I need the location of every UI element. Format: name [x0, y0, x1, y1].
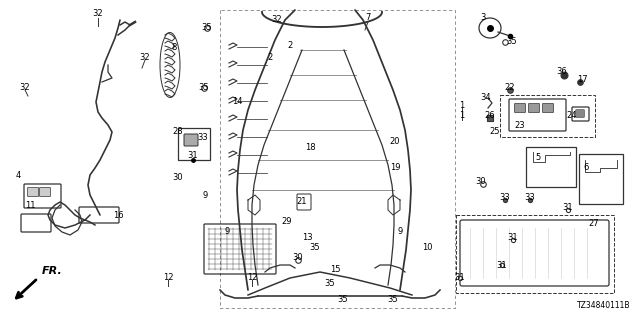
- Text: 9: 9: [397, 228, 403, 236]
- Text: 30: 30: [476, 178, 486, 187]
- FancyBboxPatch shape: [576, 110, 584, 117]
- Text: 6: 6: [583, 164, 589, 172]
- Text: 33: 33: [500, 194, 510, 203]
- Text: 10: 10: [422, 244, 432, 252]
- Text: 17: 17: [577, 76, 588, 84]
- Text: 25: 25: [490, 127, 500, 137]
- Text: 35: 35: [324, 279, 335, 289]
- Text: 1: 1: [460, 100, 465, 109]
- Text: 4: 4: [15, 171, 20, 180]
- FancyBboxPatch shape: [579, 154, 623, 204]
- Text: 5: 5: [536, 154, 541, 163]
- Text: 32: 32: [20, 84, 30, 92]
- Text: 29: 29: [282, 218, 292, 227]
- Text: 30: 30: [292, 253, 303, 262]
- Text: 31: 31: [497, 260, 508, 269]
- Text: 31: 31: [454, 274, 465, 283]
- FancyBboxPatch shape: [79, 207, 119, 223]
- FancyBboxPatch shape: [515, 103, 525, 113]
- Text: 2: 2: [268, 53, 273, 62]
- Text: 22: 22: [505, 84, 515, 92]
- Text: 1: 1: [460, 110, 465, 119]
- FancyBboxPatch shape: [24, 184, 61, 208]
- Text: 33: 33: [525, 194, 536, 203]
- Text: 12: 12: [247, 274, 257, 283]
- Text: 35: 35: [202, 23, 212, 33]
- Text: 32: 32: [272, 15, 282, 25]
- Text: 18: 18: [305, 143, 316, 153]
- Text: 15: 15: [330, 266, 340, 275]
- Text: 33: 33: [198, 133, 209, 142]
- Text: 20: 20: [390, 138, 400, 147]
- Text: 13: 13: [301, 234, 312, 243]
- FancyBboxPatch shape: [178, 128, 210, 160]
- FancyBboxPatch shape: [297, 194, 311, 210]
- FancyBboxPatch shape: [526, 147, 576, 187]
- Text: 36: 36: [557, 68, 568, 76]
- Text: 28: 28: [173, 127, 183, 137]
- Text: 35: 35: [198, 84, 209, 92]
- FancyBboxPatch shape: [572, 107, 589, 121]
- Text: 14: 14: [232, 98, 243, 107]
- Text: 32: 32: [140, 53, 150, 62]
- FancyBboxPatch shape: [21, 214, 51, 232]
- Text: 32: 32: [93, 10, 103, 19]
- Text: 30: 30: [173, 173, 183, 182]
- Text: 21: 21: [297, 197, 307, 206]
- Text: 35: 35: [310, 244, 320, 252]
- Text: 8: 8: [172, 44, 177, 52]
- Text: 7: 7: [365, 13, 371, 22]
- Text: FR.: FR.: [42, 266, 63, 276]
- Text: 31: 31: [563, 204, 573, 212]
- Text: 23: 23: [515, 121, 525, 130]
- FancyBboxPatch shape: [28, 188, 38, 196]
- Text: 35: 35: [338, 295, 348, 305]
- Text: 2: 2: [287, 41, 292, 50]
- Text: 9: 9: [225, 228, 230, 236]
- FancyBboxPatch shape: [456, 215, 614, 293]
- FancyBboxPatch shape: [500, 95, 595, 137]
- FancyBboxPatch shape: [529, 103, 540, 113]
- Text: 35: 35: [507, 37, 517, 46]
- Text: 27: 27: [589, 220, 599, 228]
- FancyBboxPatch shape: [509, 99, 566, 131]
- Text: 24: 24: [567, 110, 577, 119]
- FancyBboxPatch shape: [204, 224, 276, 274]
- Text: TZ34840111B: TZ34840111B: [577, 301, 630, 310]
- Text: 12: 12: [163, 274, 173, 283]
- Text: 9: 9: [202, 191, 207, 201]
- Text: 11: 11: [25, 201, 35, 210]
- Text: 31: 31: [508, 234, 518, 243]
- Text: 16: 16: [113, 211, 124, 220]
- Text: 31: 31: [188, 151, 198, 161]
- FancyBboxPatch shape: [543, 103, 554, 113]
- Text: 26: 26: [484, 111, 495, 121]
- FancyBboxPatch shape: [460, 220, 609, 286]
- Text: 3: 3: [480, 13, 486, 22]
- FancyBboxPatch shape: [184, 134, 198, 146]
- Text: 19: 19: [390, 164, 400, 172]
- FancyBboxPatch shape: [40, 188, 51, 196]
- Text: 35: 35: [388, 295, 398, 305]
- Text: 34: 34: [481, 93, 492, 102]
